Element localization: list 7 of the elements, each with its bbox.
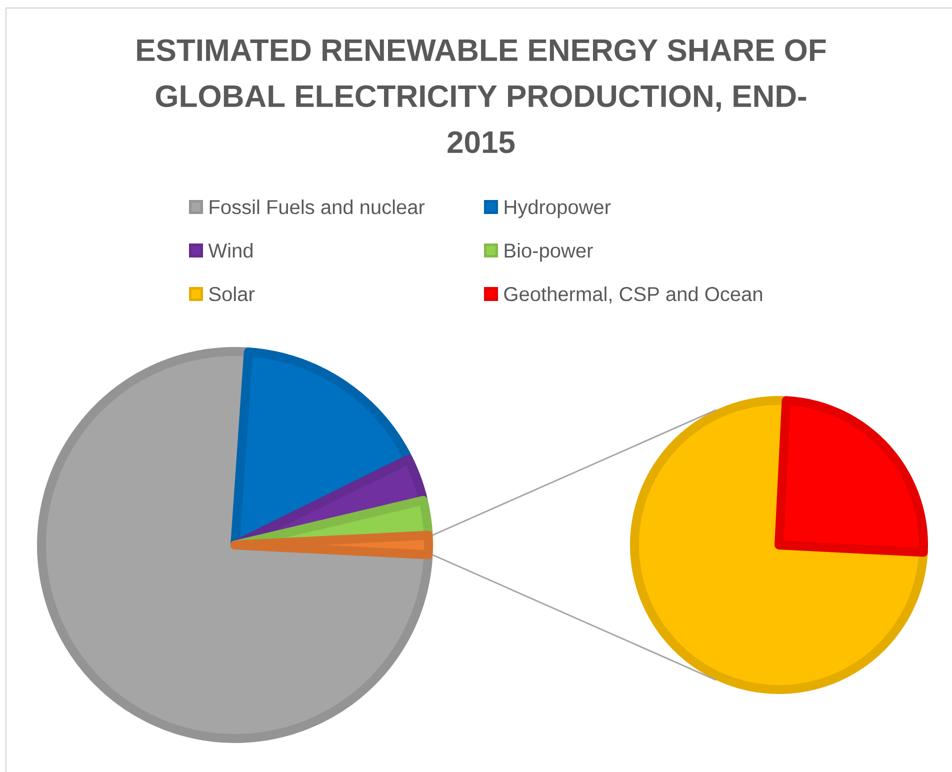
chart-title: ESTIMATED RENEWABLE ENERGY SHARE OF GLOBAL ELECTRICITY PRODUCTION, END-2015 <box>137 39 826 154</box>
legend-label: Wind <box>208 243 252 258</box>
legend-label: Hydropower <box>504 200 611 218</box>
legend-label: Solar <box>209 286 255 302</box>
legend-label: Fossil Fuels and nuclear <box>210 200 425 214</box>
legend-label: Bio-power <box>504 243 593 262</box>
legend-label: Geothermal, CSP and Ocean <box>504 286 762 304</box>
